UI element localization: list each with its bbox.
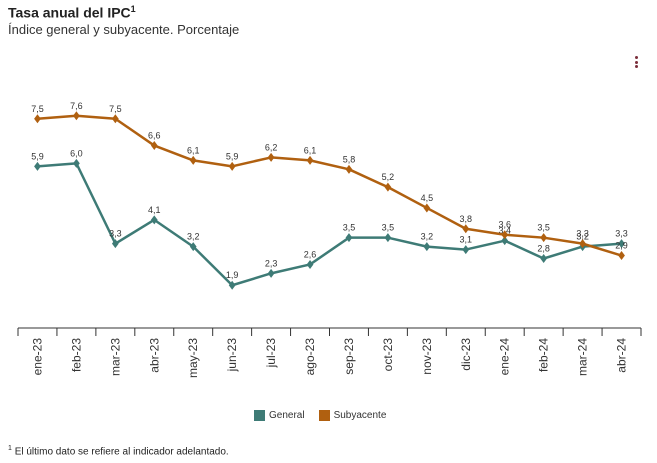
data-point-general bbox=[73, 158, 80, 168]
data-point-general bbox=[345, 233, 353, 243]
data-label-subyacente: 3,3 bbox=[576, 229, 589, 239]
data-label-subyacente: 4,5 bbox=[421, 193, 434, 203]
x-tick-label: ene-24 bbox=[498, 338, 512, 376]
data-label-general: 3,5 bbox=[382, 223, 395, 233]
data-point-general bbox=[306, 259, 314, 269]
x-tick-label: ene-23 bbox=[30, 338, 44, 376]
data-point-subyacente bbox=[73, 111, 80, 121]
x-tick-label: sep-23 bbox=[342, 338, 356, 375]
data-point-general bbox=[501, 236, 509, 246]
data-point-subyacente bbox=[228, 161, 236, 171]
data-point-subyacente bbox=[150, 141, 158, 151]
data-point-subyacente bbox=[579, 239, 586, 249]
data-point-subyacente bbox=[423, 203, 431, 213]
footnote: 1 El último dato se refiere al indicador… bbox=[8, 445, 229, 458]
data-label-subyacente: 3,8 bbox=[460, 214, 473, 224]
data-label-general: 4,1 bbox=[148, 205, 161, 215]
data-label-subyacente: 7,5 bbox=[109, 104, 122, 114]
data-point-general bbox=[540, 253, 548, 263]
data-label-general: 5,9 bbox=[31, 151, 44, 161]
data-point-subyacente bbox=[540, 233, 548, 243]
legend: General Subyacente bbox=[254, 410, 386, 421]
data-point-subyacente bbox=[111, 114, 119, 124]
data-label-subyacente: 5,2 bbox=[382, 172, 395, 182]
data-label-subyacente: 6,2 bbox=[265, 142, 278, 152]
data-point-subyacente bbox=[34, 114, 41, 124]
line-chart: ene-23 feb-23 mar-23 abr-23 may-23 jun-23 jul-… bbox=[17, 101, 642, 378]
data-point-general bbox=[267, 268, 275, 278]
series-line-subyacente bbox=[37, 114, 622, 257]
data-label-subyacente: 3,6 bbox=[498, 220, 511, 230]
data-label-general: 1,9 bbox=[226, 270, 239, 280]
x-tick-label: abr-23 bbox=[147, 338, 161, 373]
data-point-general bbox=[189, 242, 197, 252]
data-label-subyacente: 6,6 bbox=[148, 131, 161, 141]
data-point-general bbox=[228, 280, 236, 290]
series-line-general bbox=[37, 162, 622, 287]
legend-item-subyacente[interactable]: Subyacente bbox=[318, 410, 387, 421]
data-point-general bbox=[111, 239, 119, 249]
data-point-general bbox=[150, 215, 158, 225]
data-label-general: 3,2 bbox=[576, 232, 589, 242]
data-point-general bbox=[462, 245, 470, 255]
data-point-general bbox=[384, 233, 392, 243]
data-label-general: 3,5 bbox=[343, 223, 356, 233]
data-label-general: 3,3 bbox=[109, 229, 122, 239]
x-tick-label: feb-24 bbox=[537, 338, 551, 372]
x-tick-label: may-23 bbox=[186, 338, 200, 378]
data-label-subyacente: 6,1 bbox=[187, 145, 200, 155]
x-tick-label: mar-23 bbox=[108, 338, 122, 376]
data-label-general: 3,2 bbox=[421, 232, 434, 242]
x-tick-label: abr-24 bbox=[615, 338, 629, 373]
x-tick-label: feb-23 bbox=[69, 338, 83, 372]
data-point-subyacente bbox=[345, 164, 353, 174]
legend-label-subyacente: Subyacente bbox=[333, 410, 387, 421]
x-tick-label: jul-23 bbox=[264, 338, 278, 369]
x-tick-label: mar-24 bbox=[576, 338, 590, 376]
data-point-subyacente bbox=[189, 155, 197, 165]
data-point-subyacente bbox=[618, 251, 625, 261]
data-label-general: 3,3 bbox=[615, 229, 628, 239]
data-point-subyacente bbox=[462, 224, 470, 234]
data-label-subyacente: 7,5 bbox=[31, 104, 44, 114]
legend-item-general[interactable]: General bbox=[254, 410, 305, 421]
x-tick-label: dic-23 bbox=[459, 338, 473, 371]
data-label-general: 2,6 bbox=[304, 249, 317, 259]
x-tick-label: jun-23 bbox=[225, 338, 239, 373]
more-vertical-icon[interactable] bbox=[632, 56, 640, 72]
legend-label-general: General bbox=[269, 410, 305, 421]
data-label-subyacente: 7,6 bbox=[70, 101, 83, 111]
data-label-general: 3,1 bbox=[460, 235, 473, 245]
data-label-subyacente: 3,5 bbox=[537, 223, 550, 233]
data-label-general: 2,8 bbox=[537, 243, 550, 253]
x-tick-label: oct-23 bbox=[381, 338, 395, 372]
data-point-subyacente bbox=[267, 152, 275, 162]
legend-swatch-general bbox=[254, 410, 265, 421]
x-tick-label: nov-23 bbox=[420, 338, 434, 375]
chart-subtitle: Índice general y subyacente. Porcentaje bbox=[8, 22, 240, 37]
data-point-subyacente bbox=[306, 155, 314, 165]
data-label-subyacente: 2,9 bbox=[615, 241, 628, 251]
data-label-general: 3,2 bbox=[187, 232, 200, 242]
data-point-subyacente bbox=[501, 230, 509, 240]
data-label-subyacente: 6,1 bbox=[304, 145, 317, 155]
data-point-subyacente bbox=[384, 182, 392, 192]
data-label-general: 6,0 bbox=[70, 148, 83, 158]
chart-title: Tasa anual del IPC1 bbox=[8, 4, 136, 21]
data-point-general bbox=[34, 161, 41, 171]
data-label-subyacente: 5,9 bbox=[226, 151, 239, 161]
data-point-general bbox=[618, 239, 625, 249]
legend-swatch-subyacente bbox=[318, 410, 330, 421]
data-label-subyacente: 5,8 bbox=[343, 154, 356, 164]
data-label-general: 2,3 bbox=[265, 258, 278, 268]
data-point-general bbox=[423, 242, 431, 252]
x-tick-label: ago-23 bbox=[303, 338, 317, 376]
